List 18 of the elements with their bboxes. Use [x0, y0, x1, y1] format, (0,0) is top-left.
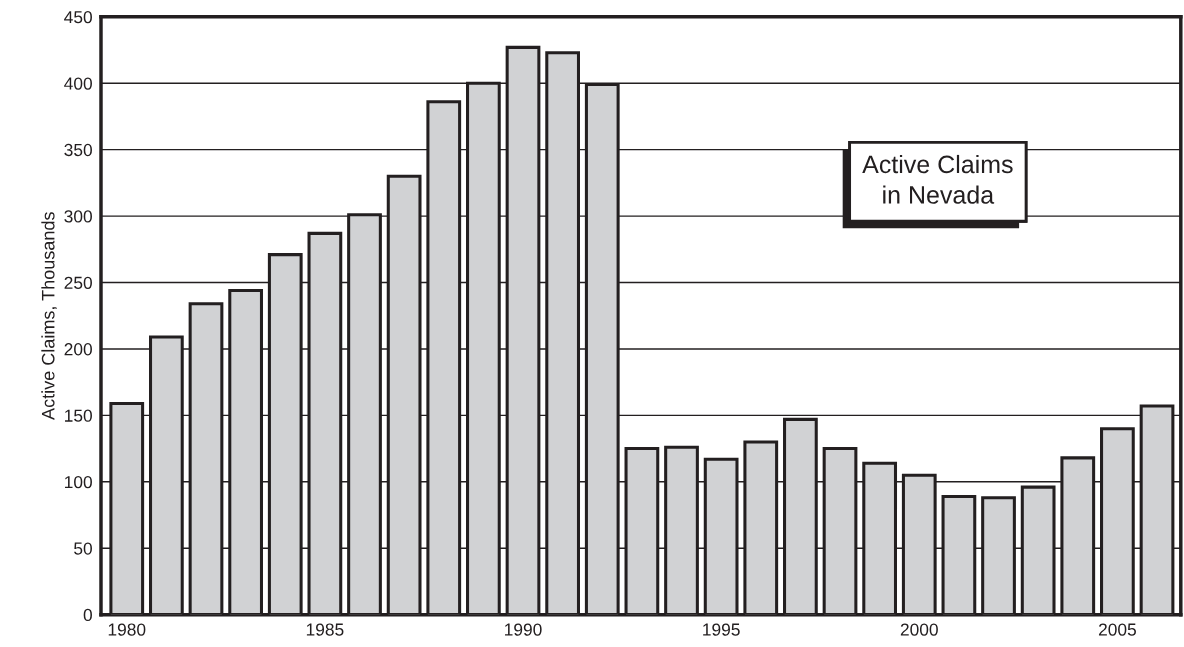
y-tick-label: 350	[64, 143, 92, 157]
y-tick-label: 50	[74, 542, 92, 555]
y-tick-label: 450	[64, 10, 92, 24]
x-tick-label: 1990	[505, 623, 542, 636]
annotation: Active Claims in Nevada	[862, 154, 1013, 204]
y-tick-label: 150	[65, 409, 92, 422]
y-axis-title: Active Claims, Thousands	[41, 212, 57, 420]
x-tick-label: 1995	[703, 623, 740, 636]
y-tick-label: 300	[64, 210, 92, 223]
y-tick-label: 0	[83, 608, 92, 622]
x-tick-label: 2000	[900, 623, 938, 636]
y-tick-label: 100	[65, 475, 92, 489]
y-tick-label: 200	[64, 343, 92, 356]
y-tick-label: 400	[64, 77, 92, 90]
x-tick-label: 2005	[1098, 623, 1136, 636]
y-tick-label: 250	[64, 276, 92, 289]
x-tick-label: 1980	[108, 623, 146, 636]
x-tick-label: 1985	[306, 623, 344, 636]
